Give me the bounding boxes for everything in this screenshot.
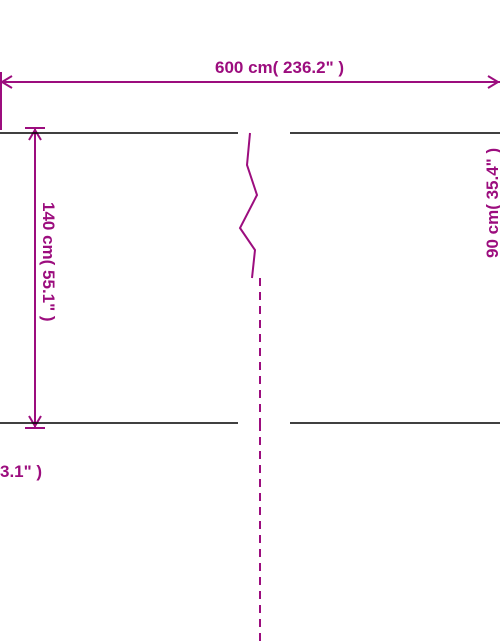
break-zigzag-top <box>240 133 257 278</box>
dimension-diagram: 600 cm( 236.2" ) 140 cm( 55.1" ) 90 cm( … <box>0 0 500 641</box>
diagram-svg <box>0 0 500 641</box>
right-height-label: 90 cm( 35.4" ) <box>483 148 500 258</box>
truncated-label: 3.1" ) <box>0 462 42 482</box>
left-height-label: 140 cm( 55.1" ) <box>38 202 58 322</box>
top-width-label: 600 cm( 236.2" ) <box>215 58 344 78</box>
